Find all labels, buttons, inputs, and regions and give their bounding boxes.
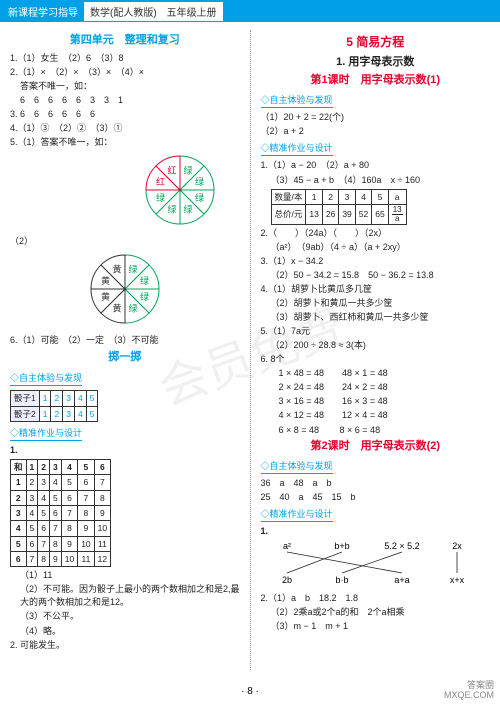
l-q1-4: （4）略。 (10, 625, 240, 638)
svg-text:绿: 绿 (183, 204, 192, 215)
l-q5-2: （2） (10, 235, 240, 248)
page-body: 第四单元 整理和复习 1.（1）女生 （2）6 （3）8 2.（1）× （2）×… (0, 22, 500, 670)
section-work-1: ◇精准作业与设计 (10, 427, 82, 441)
svg-text:绿: 绿 (140, 275, 149, 286)
page-header: 新课程学习指导 数学(配人教版) 五年级上册 (0, 0, 500, 22)
dice-table: 骰子112345骰子212345 (10, 390, 98, 422)
section-self-r1: ◇自主体验与发现 (261, 94, 333, 108)
svg-text:5.2 × 5.2: 5.2 × 5.2 (384, 541, 419, 551)
svg-text:绿: 绿 (128, 264, 137, 275)
unit-title: 第四单元 整理和复习 (10, 33, 240, 49)
svg-text:黄: 黄 (112, 303, 121, 314)
r-q1b: （3）45 − a + b （4）160a x ÷ 160 (261, 174, 491, 187)
svg-text:a+a: a+a (394, 575, 409, 585)
section-work-r2: ◇精准作业与设计 (261, 508, 333, 522)
section-self-1: ◇自主体验与发现 (10, 372, 82, 386)
l-q6: 6.（1）可能 （2）一定 （3）不可能 (10, 334, 240, 347)
r-q21b: （2）2乘a或2个a的和 2个a相乘 (261, 606, 491, 619)
svg-text:红: 红 (167, 165, 176, 176)
l-q1-2: （2）不可能。因为骰子上最小的两个数相加之和是2,最大的两个数相加之和是12。 (10, 583, 240, 609)
svg-text:黄: 黄 (101, 291, 110, 302)
svg-text:黄: 黄 (101, 275, 110, 286)
l-q5: 5.（1）答案不唯一，如： (10, 136, 240, 149)
right-column: 5 简易方程 1. 用字母表示数 第1课时 用字母表示数(1) ◇自主体验与发现… (261, 30, 491, 670)
svg-text:绿: 绿 (140, 291, 149, 302)
r-q21c: （3）m − 1 m + 1 (261, 620, 491, 633)
svg-text:绿: 绿 (156, 192, 165, 203)
r-q1: 1.（1）a − 20 （2）a + 80 (261, 159, 491, 172)
r-a21: 36 a 48 a b (261, 477, 491, 490)
r-q21: 2.（1）a b 18.2 1.8 (261, 592, 491, 605)
r-q3b: （2）50 − 34.2 = 15.8 50 − 36.2 = 13.8 (261, 269, 491, 282)
match-diagram: a² b+b 5.2 × 5.2 2x 2b b·b a+a x+x (267, 539, 477, 587)
sub1: 1. 用字母表示数 (261, 55, 491, 71)
l-q2-end: 2. 可能发生。 (10, 639, 240, 652)
r-a22: 25 40 a 45 15 b (261, 491, 491, 504)
r-m4: 4 × 12 = 48 12 × 4 = 48 (261, 409, 491, 422)
corner-line2: MXQE.COM (444, 691, 494, 701)
l-q2: 2.（1）× （2）× （3）× （4）× (10, 66, 240, 79)
l-q1-1: （1）11 (10, 569, 240, 582)
match-label: 1. (261, 525, 491, 538)
svg-text:绿: 绿 (128, 303, 137, 314)
column-divider (250, 30, 251, 670)
corner-logo: 答案圈 MXQE.COM (444, 681, 494, 701)
left-column: 第四单元 整理和复习 1.（1）女生 （2）6 （3）8 2.（1）× （2）×… (10, 30, 240, 670)
page-number: · 8 · (0, 686, 500, 697)
svg-text:绿: 绿 (183, 165, 192, 176)
svg-text:红: 红 (156, 176, 165, 187)
r-m2: 2 × 24 = 48 24 × 2 = 48 (261, 381, 491, 394)
pie-1-wrap: 绿绿绿绿绿绿红红 (10, 150, 240, 234)
lesson2-title: 第2课时 用字母表示数(2) (261, 439, 491, 455)
brand-text: 新课程学习指导 (8, 4, 78, 19)
r-q6: 6. 8个 (261, 353, 491, 366)
r-m5: 6 × 8 = 48 8 × 6 = 48 (261, 424, 491, 437)
r-q5b: （2）200 ÷ 28.8 ≈ 3(本) (261, 339, 491, 352)
svg-text:a²: a² (282, 541, 290, 551)
r-q4c: （3）胡萝卜、西红柿和黄瓜一共多少筐 (261, 311, 491, 324)
chapter-title: 5 简易方程 (261, 34, 491, 51)
l-q1-3: （3）不公平。 (10, 610, 240, 623)
l-q1: 1.（1）女生 （2）6 （3）8 (10, 52, 240, 65)
r-q2b: （a²） （9ab）（4 ÷ a）（a + 2xy） (261, 241, 491, 254)
toss-title: 掷一掷 (10, 350, 240, 366)
svg-text:绿: 绿 (194, 192, 203, 203)
lesson1-title: 第1课时 用字母表示数(1) (261, 73, 491, 89)
svg-text:2x: 2x (452, 541, 462, 551)
r-q5: 5.（1）7a元 (261, 325, 491, 338)
svg-text:绿: 绿 (194, 176, 203, 187)
pie-2-wrap: 绿绿绿绿黄黄黄黄 (10, 249, 240, 333)
pie-chart-2: 绿绿绿绿黄黄黄黄 (85, 249, 165, 329)
svg-text:b·b: b·b (335, 575, 348, 585)
r-q4b: （2）胡萝卜和黄瓜一共多少筐 (261, 297, 491, 310)
price-table: 数量/本12345a总价/元132639526513a (271, 189, 407, 225)
r-a1: （1）20 + 2 = 22(个) (261, 111, 491, 124)
section-work-r1: ◇精准作业与设计 (261, 142, 333, 156)
svg-text:x+x: x+x (449, 575, 464, 585)
l-q3: 3. 6 6 6 6 6 6 (10, 108, 240, 121)
sum-table-label: 1. (10, 444, 240, 457)
subject-text: 数学(配人教版) 五年级上册 (84, 2, 223, 21)
section-self-r2: ◇自主体验与发现 (261, 460, 333, 474)
svg-text:黄: 黄 (112, 264, 121, 275)
l-q4: 4.（1）③ （2）② （3）① (10, 122, 240, 135)
r-m3: 3 × 16 = 48 16 × 3 = 48 (261, 395, 491, 408)
sum-table: 和123456123456723456783456789456789105678… (10, 459, 111, 567)
l-q2c: 6 6 6 6 6 3 3 1 (10, 94, 240, 107)
r-q3: 3.（1）x − 34.2 (261, 255, 491, 268)
svg-text:绿: 绿 (167, 204, 176, 215)
r-m1: 1 × 48 = 48 48 × 1 = 48 (261, 367, 491, 380)
r-a2: （2）a + 2 (261, 125, 491, 138)
r-q4: 4.（1）胡萝卜比黄瓜多几筐 (261, 283, 491, 296)
l-q2b: 答案不唯一，如： (10, 80, 240, 93)
r-q2: 2.（ ）（24a）（ ）（2x） (261, 227, 491, 240)
svg-text:2b: 2b (281, 575, 291, 585)
pie-chart-1: 绿绿绿绿绿绿红红 (140, 150, 220, 230)
svg-text:b+b: b+b (334, 541, 349, 551)
